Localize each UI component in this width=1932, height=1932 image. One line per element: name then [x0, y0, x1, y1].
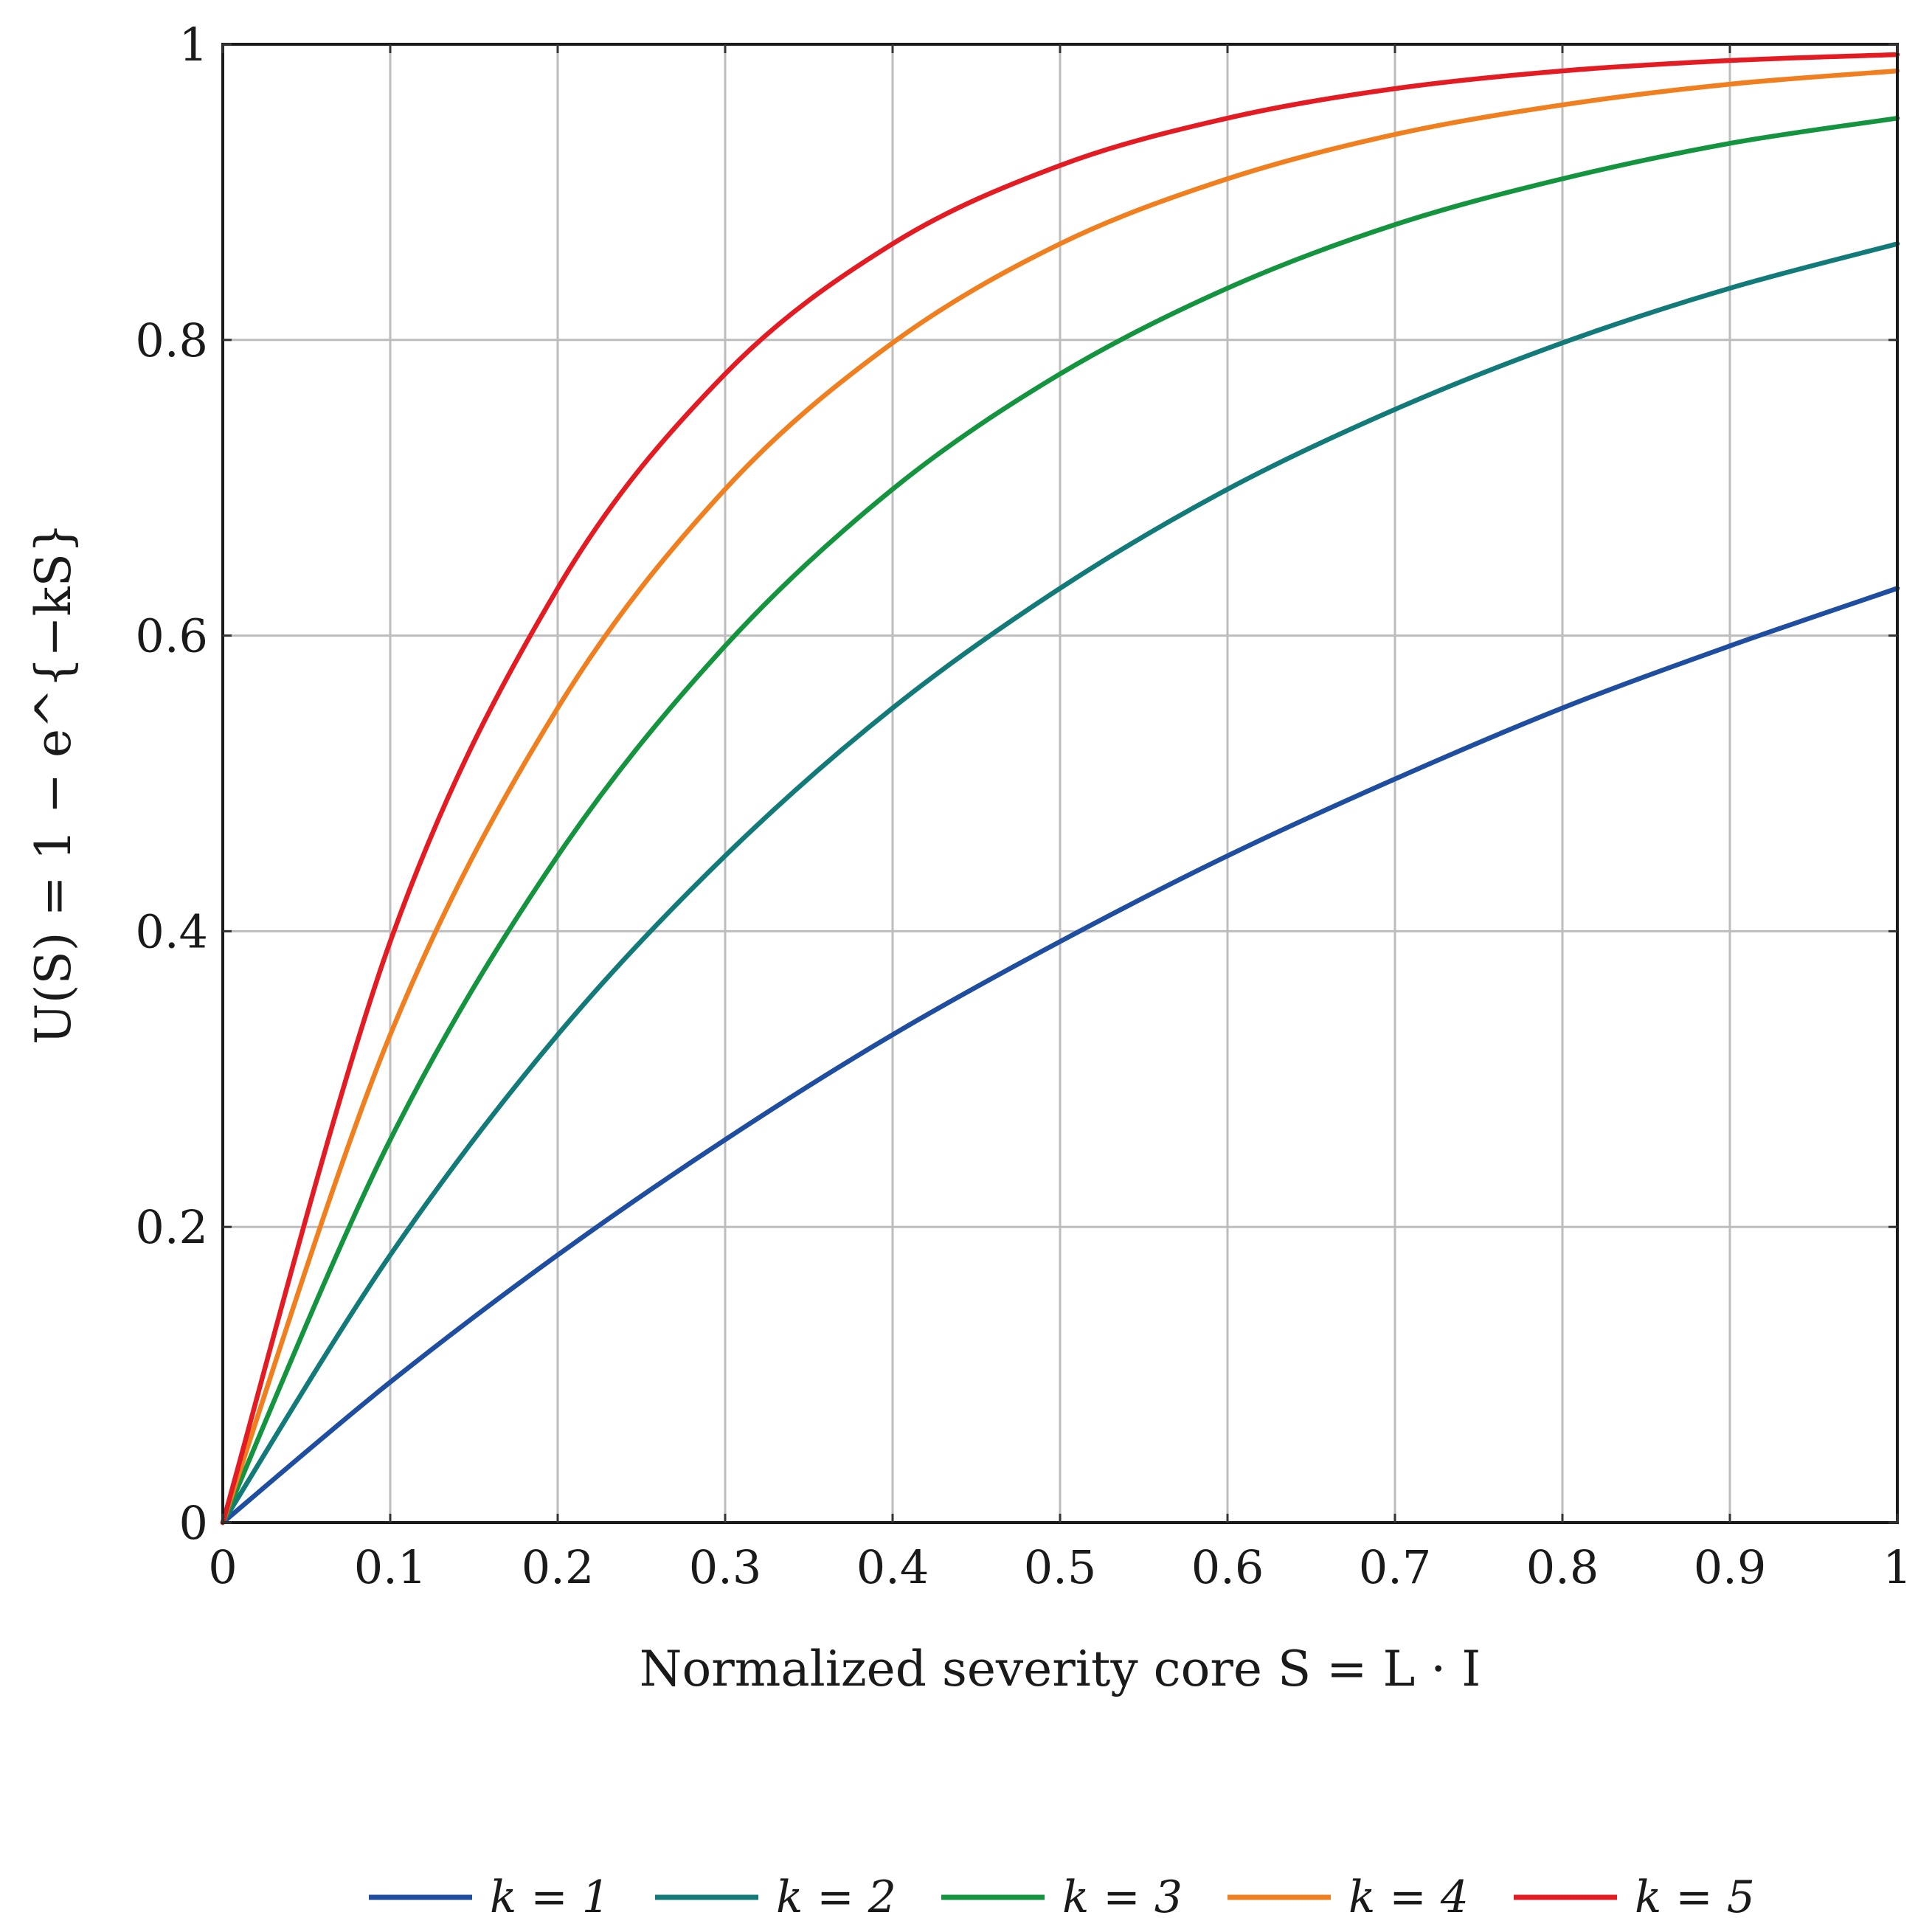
x-tick-label: 0.8: [1526, 1540, 1599, 1594]
series-line-k4: [220, 68, 1900, 1526]
legend-label: k = 2: [776, 1872, 896, 1923]
axis-ticks: 0 0.1 0.2 0.3 0.4 0.5 0.6 0.7 0.8 0.9 1 0 0.2 0.4 0.6 0…: [135, 18, 1911, 1594]
series-line-k1: [220, 586, 1900, 1526]
series-line-k5: [220, 52, 1900, 1526]
y-tick-label: 0.4: [135, 904, 208, 958]
legend-label: k = 3: [1062, 1872, 1183, 1923]
y-tick-label: 0: [179, 1496, 208, 1550]
series-lines: [220, 52, 1900, 1526]
series-line-k3: [220, 115, 1900, 1526]
x-tick-label: 0.2: [522, 1540, 595, 1594]
x-tick-label: 0.1: [354, 1540, 427, 1594]
y-tick-label: 0.8: [135, 314, 208, 367]
legend-label: k = 4: [1348, 1872, 1469, 1923]
x-tick-label: 0.4: [856, 1540, 929, 1594]
x-tick-label: 0.9: [1694, 1540, 1767, 1594]
x-tick-label: 0: [208, 1540, 237, 1594]
x-tick-label: 0.6: [1191, 1540, 1264, 1594]
x-tick-label: 0.3: [689, 1540, 762, 1594]
x-tick-label: 0.7: [1359, 1540, 1432, 1594]
series-line-k2: [220, 241, 1900, 1526]
y-axis-label: U(S) = 1 − e^{−kS}: [25, 522, 82, 1045]
legend: k = 1 k = 2 k = 3 k = 4 k = 5: [369, 1872, 1755, 1923]
x-tick-label: 0.5: [1024, 1540, 1097, 1594]
legend-label: k = 5: [1635, 1872, 1755, 1923]
y-tick-label: 0.6: [135, 609, 208, 663]
legend-label: k = 1: [490, 1872, 610, 1923]
y-tick-label: 1: [179, 18, 208, 72]
x-tick-label: 1: [1883, 1540, 1911, 1594]
y-tick-label: 0.2: [135, 1200, 208, 1254]
x-axis-label: Normalized severity core S = L · I: [640, 1641, 1481, 1697]
